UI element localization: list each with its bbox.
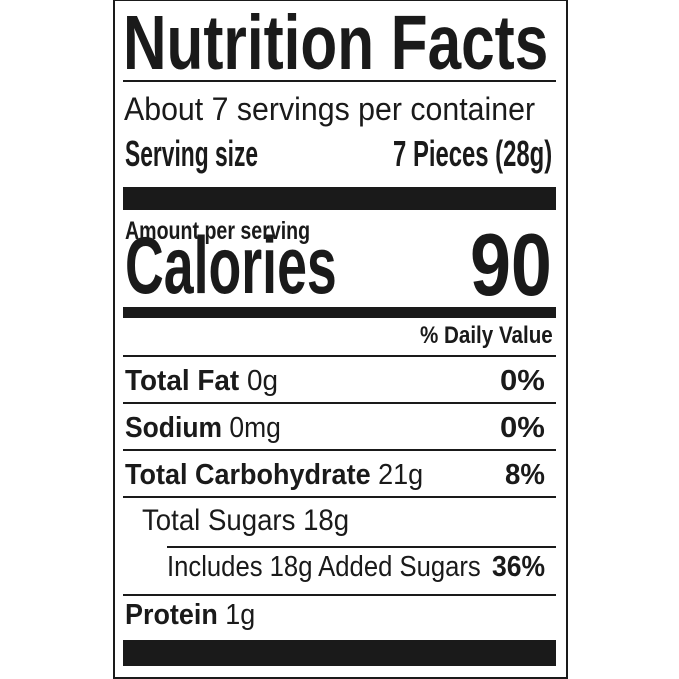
dv-total-carbohydrate: 8% <box>504 459 545 491</box>
dv-sodium: 0% <box>500 412 545 444</box>
nutrient-sodium: Sodium 0mg <box>125 412 281 444</box>
divider <box>123 594 556 596</box>
amount-per-serving: Amount per serving <box>125 217 311 245</box>
divider <box>123 80 556 82</box>
thick-divider <box>123 187 556 210</box>
medium-divider <box>123 307 556 318</box>
nutrient-added-sugars: Includes 18g Added Sugars <box>167 551 481 583</box>
calories-value: 90 <box>469 215 552 314</box>
nutrient-total-sugars: Total Sugars 18g <box>142 504 350 537</box>
calories-label: Calories <box>125 221 337 311</box>
divider <box>123 449 556 451</box>
serving-size-label: Serving size <box>125 133 259 174</box>
servings-per-container: About 7 servings per container <box>124 91 536 127</box>
daily-value-header: % Daily Value <box>419 322 553 349</box>
label-title: Nutrition Facts <box>123 0 549 86</box>
thick-divider <box>123 640 556 666</box>
nutrition-facts-label <box>113 0 568 679</box>
divider <box>123 496 556 498</box>
nutrient-total-fat: Total Fat 0g <box>125 365 279 397</box>
divider <box>123 355 556 357</box>
serving-size-value: 7 Pieces (28g) <box>393 133 553 174</box>
nutrient-protein: Protein 1g <box>125 599 256 631</box>
dv-total-fat: 0% <box>500 365 545 397</box>
divider <box>167 546 556 548</box>
dv-added-sugars: 36% <box>492 551 546 583</box>
divider <box>123 402 556 404</box>
nutrient-total-carbohydrate: Total Carbohydrate 21g <box>125 459 424 491</box>
